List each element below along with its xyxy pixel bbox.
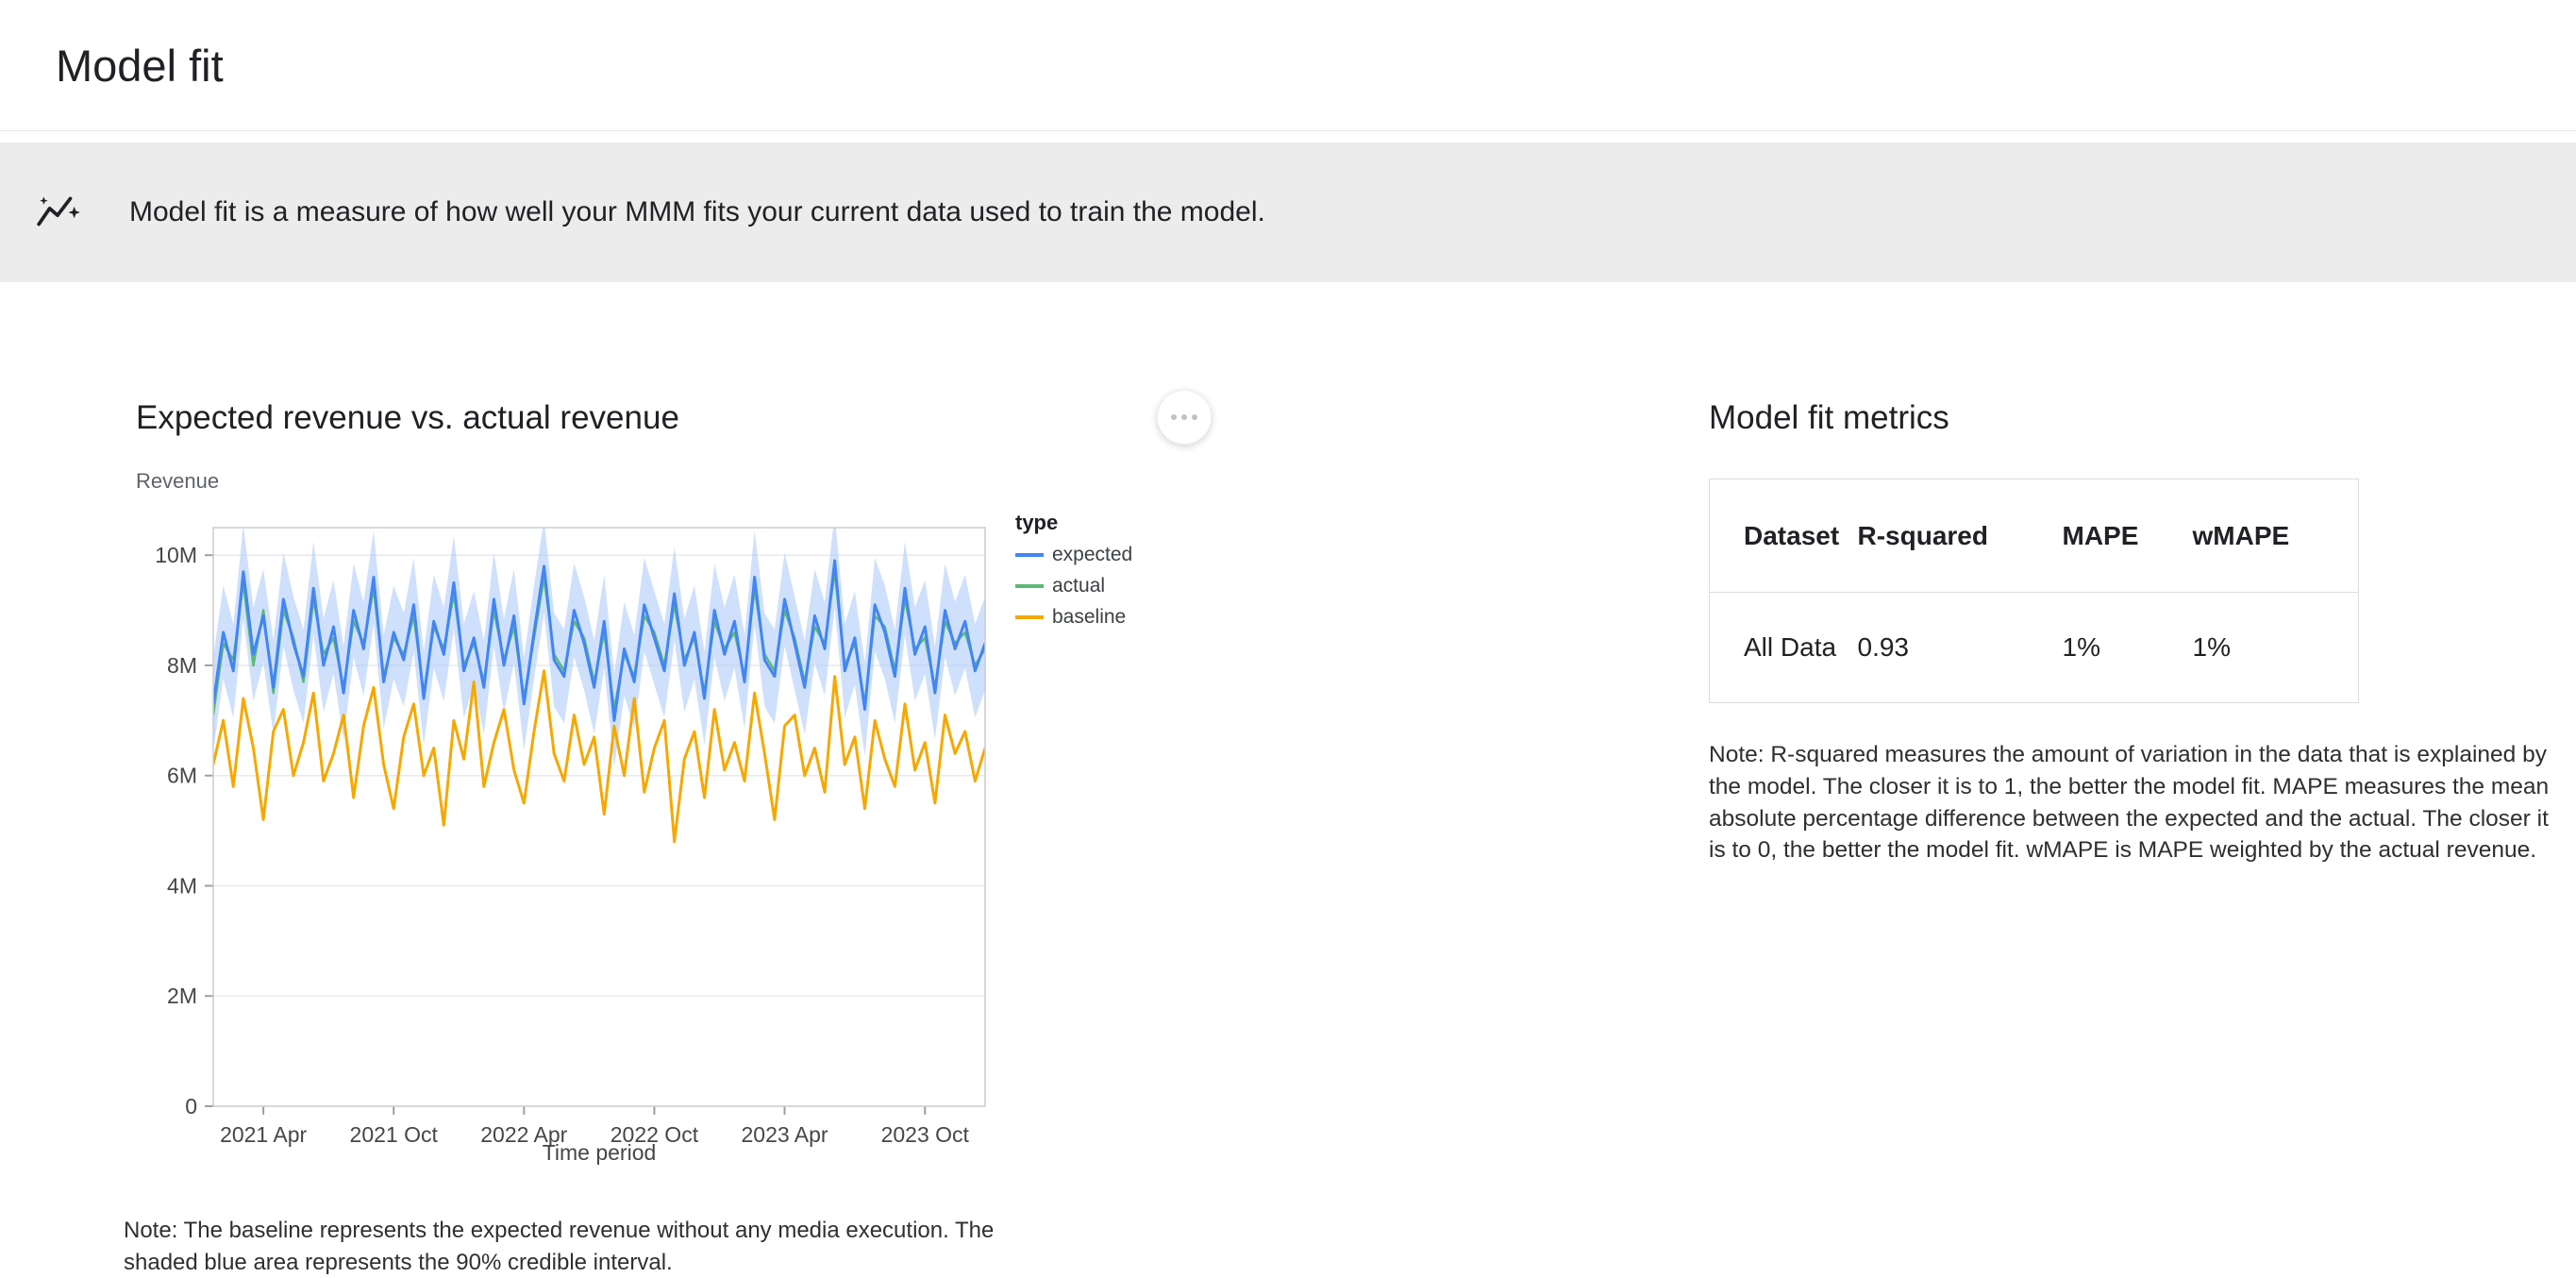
- info-banner: Model fit is a measure of how well your …: [0, 143, 2576, 282]
- metrics-section: Model fit metrics Dataset R-squared MAPE…: [1709, 399, 2558, 866]
- legend-item-expected: expected: [1015, 544, 1132, 566]
- svg-text:4M: 4M: [167, 873, 197, 898]
- svg-text:2023 Oct: 2023 Oct: [881, 1122, 970, 1147]
- actual-swatch: [1015, 584, 1044, 588]
- y-axis-title: Revenue: [136, 469, 220, 493]
- svg-text:2021 Apr: 2021 Apr: [220, 1122, 307, 1147]
- svg-text:0: 0: [185, 1094, 197, 1118]
- page-header: Model fit: [0, 0, 2576, 131]
- page-title: Model fit: [56, 40, 224, 91]
- cell-r-squared: 0.93: [1856, 592, 2062, 703]
- svg-text:2M: 2M: [167, 984, 197, 1008]
- insights-icon: [37, 196, 80, 227]
- svg-text:Time period: Time period: [543, 1140, 657, 1165]
- cell-dataset: All Data: [1709, 592, 1857, 703]
- cell-mape: 1%: [2061, 592, 2192, 703]
- metrics-title: Model fit metrics: [1709, 399, 1949, 436]
- chart-legend: type expected actual baseline: [1015, 511, 1132, 1175]
- header-mape: MAPE: [2062, 520, 2139, 550]
- svg-text:10M: 10M: [155, 543, 197, 567]
- expected-swatch: [1015, 553, 1044, 557]
- svg-text:2022 Oct: 2022 Oct: [611, 1122, 699, 1147]
- svg-text:2022 Apr: 2022 Apr: [480, 1122, 567, 1147]
- cell-wmape: 1%: [2191, 592, 2359, 703]
- chart-title: Expected revenue vs. actual revenue: [136, 399, 679, 436]
- table-row: All Data 0.93 1% 1%: [1709, 592, 2359, 703]
- header-dataset: Dataset: [1744, 520, 1840, 550]
- svg-text:6M: 6M: [167, 764, 197, 788]
- metrics-table: Dataset R-squared MAPE wMAPE All Data 0.…: [1709, 479, 2359, 703]
- metrics-note: Note: R-squared measures the amount of v…: [1709, 742, 2550, 864]
- baseline-swatch: [1015, 615, 1044, 619]
- more-options-button[interactable]: [1157, 390, 1212, 445]
- revenue-line-chart: 0 2M 4M 6M 8M 10M 2021 Apr 2021 Oct 2022 Apr 2022…: [155, 527, 986, 1165]
- legend-item-baseline: baseline: [1015, 606, 1132, 629]
- main-content: Expected revenue vs. actual revenue Reve…: [124, 390, 2576, 1278]
- header-wmape: wMAPE: [2192, 520, 2290, 550]
- svg-text:8M: 8M: [167, 653, 197, 678]
- banner-text: Model fit is a measure of how well your …: [129, 196, 1265, 227]
- header-r-squared: R-squared: [1857, 520, 1988, 550]
- legend-item-actual: actual: [1015, 575, 1132, 597]
- svg-text:2023 Apr: 2023 Apr: [741, 1122, 828, 1147]
- more-options-icon: [1171, 414, 1177, 420]
- legend-title: type: [1015, 511, 1059, 534]
- table-header-row: Dataset R-squared MAPE wMAPE: [1710, 479, 2359, 593]
- svg-text:2021 Oct: 2021 Oct: [350, 1122, 439, 1147]
- chart-section: Expected revenue vs. actual revenue Reve…: [124, 390, 1221, 1278]
